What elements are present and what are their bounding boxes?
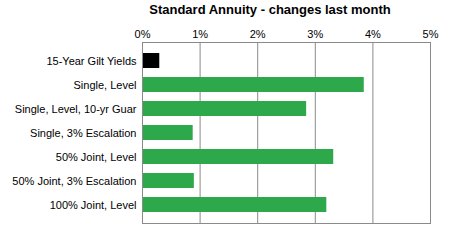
svg-text:50% Joint, 3% Escalation: 50% Joint, 3% Escalation (12, 175, 136, 187)
svg-text:3%: 3% (307, 28, 323, 40)
svg-text:Single, 3% Escalation: Single, 3% Escalation (30, 127, 136, 139)
svg-text:50% Joint, Level: 50% Joint, Level (56, 151, 137, 163)
svg-text:15-Year Gilt Yields: 15-Year Gilt Yields (46, 55, 137, 67)
svg-text:Single, Level: Single, Level (74, 79, 137, 91)
svg-text:1%: 1% (192, 28, 208, 40)
svg-text:100% Joint, Level: 100% Joint, Level (50, 199, 137, 211)
html-text:Standard Annuity - changes las: Standard Annuity - changes last month (149, 2, 391, 17)
svg-text:Single, Level, 10-yr Guar: Single, Level, 10-yr Guar (15, 103, 137, 115)
svg-text:5%: 5% (423, 28, 439, 40)
svg-text:0%: 0% (135, 28, 151, 40)
svg-text:2%: 2% (250, 28, 266, 40)
svg-text:4%: 4% (365, 28, 381, 40)
